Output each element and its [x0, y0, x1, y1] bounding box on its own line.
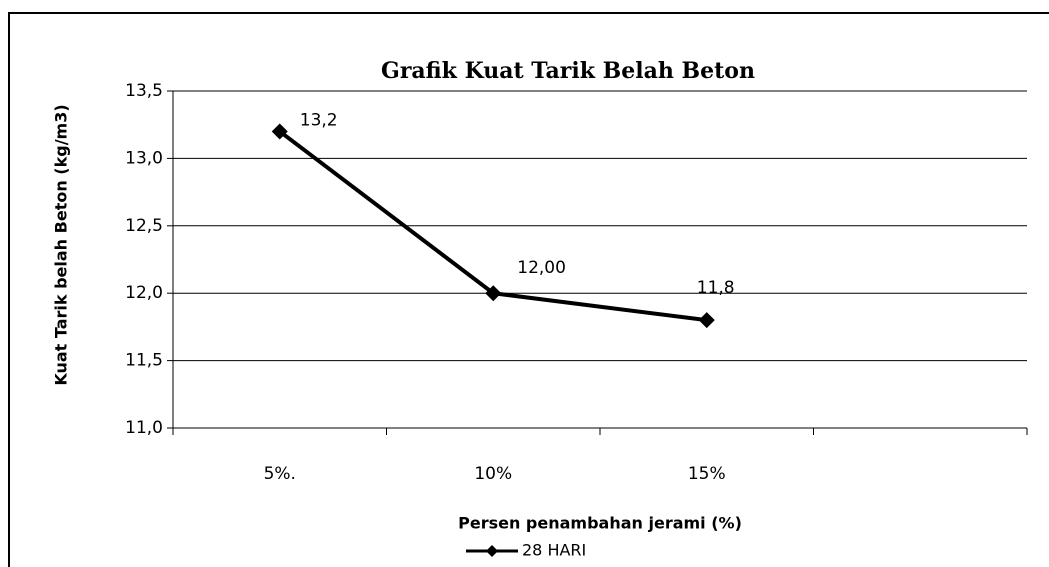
chart-border [8, 12, 1049, 567]
marker [271, 123, 288, 140]
data-label: 11,8 [697, 278, 735, 298]
y-tick-label: 12,5 [125, 216, 163, 236]
data-label: 13,2 [300, 110, 338, 130]
chart-title: Grafik Kuat Tarik Belah Beton [381, 58, 755, 84]
y-tick-label: 11,5 [125, 351, 163, 371]
y-axis-label: Kuat Tarik belah Beton (kg/m3) [52, 104, 71, 385]
y-tick-label: 11,0 [125, 418, 163, 438]
y-tick-label: 12,0 [125, 283, 163, 303]
y-tick-label: 13,5 [125, 81, 163, 101]
legend-label: 28 HARI [522, 541, 586, 560]
x-tick-label: 10% [474, 464, 512, 484]
x-tick-label: 15% [688, 464, 726, 484]
x-tick-label: 5%. [264, 464, 296, 484]
legend-marker [486, 545, 498, 557]
x-axis-label: Persen penambahan jerami (%) [458, 514, 742, 533]
marker [485, 285, 502, 302]
data-label: 12,00 [517, 258, 566, 278]
y-tick-label: 13,0 [125, 148, 163, 168]
marker [698, 312, 715, 329]
